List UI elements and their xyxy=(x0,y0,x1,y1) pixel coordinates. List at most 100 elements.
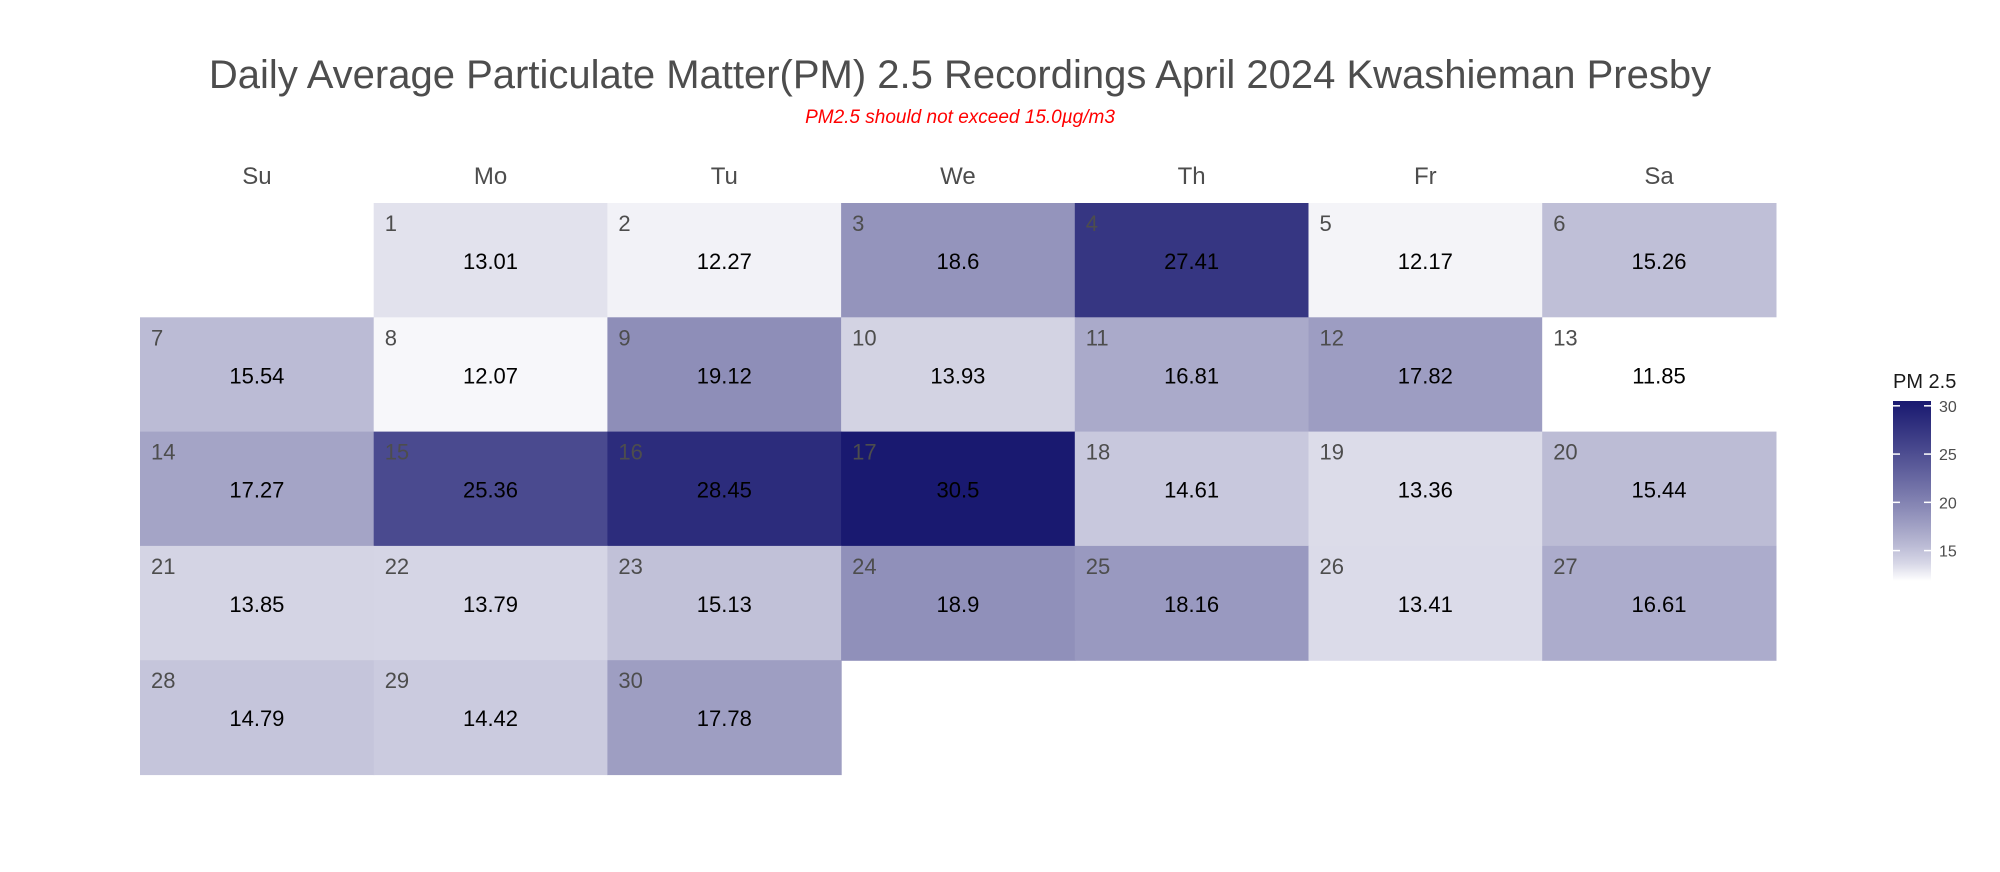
day-value: 13.93 xyxy=(930,363,985,388)
day-value: 12.17 xyxy=(1398,249,1453,274)
day-number: 15 xyxy=(385,440,409,465)
day-cell-fill xyxy=(841,317,1076,433)
day-cell: 30 17.78 xyxy=(607,660,842,776)
day-number: 13 xyxy=(1553,325,1577,350)
day-value: 16.81 xyxy=(1164,363,1219,388)
day-value: 28.45 xyxy=(697,478,752,503)
day-cell: 23 15.13 xyxy=(607,545,842,661)
day-cell: 20 15.44 xyxy=(1542,431,1777,547)
day-cell-fill xyxy=(607,545,842,661)
day-cell: 24 18.9 xyxy=(841,545,1076,661)
day-cell-fill xyxy=(140,545,375,661)
day-value: 15.44 xyxy=(1631,478,1686,503)
day-number: 24 xyxy=(852,554,876,579)
day-cell: 13 11.85 xyxy=(1542,317,1777,433)
calendar-grid: 113.01212.27318.6427.41512.17615.26715.5… xyxy=(140,203,1777,776)
day-cell: 427.41 xyxy=(1074,203,1310,318)
day-number: 25 xyxy=(1086,554,1110,579)
day-value: 17.27 xyxy=(229,478,284,503)
legend-color-bar xyxy=(1893,401,1931,581)
day-cell-fill xyxy=(607,317,842,433)
day-number: 2 xyxy=(618,211,630,236)
weekday-label-th: Th xyxy=(1178,163,1206,190)
chart-title: Daily Average Particulate Matter(PM) 2.5… xyxy=(209,53,1711,97)
day-value: 13.36 xyxy=(1398,478,1453,503)
day-number: 14 xyxy=(151,440,175,465)
day-cell-fill xyxy=(841,545,1076,661)
day-cell: 615.26 xyxy=(1542,203,1777,318)
day-cell: 512.17 xyxy=(1308,203,1543,318)
day-cell: 919.12 xyxy=(607,317,842,433)
day-cell-fill xyxy=(607,660,842,776)
day-value: 14.61 xyxy=(1164,478,1219,503)
weekday-label-su: Su xyxy=(242,163,271,190)
day-number: 10 xyxy=(852,325,876,350)
day-cell: 21 13.85 xyxy=(140,545,375,661)
day-number: 3 xyxy=(852,211,864,236)
day-value: 13.79 xyxy=(463,592,518,617)
day-value: 19.12 xyxy=(697,363,752,388)
legend-tick-label: 15 xyxy=(1939,544,1957,561)
weekday-label-fr: Fr xyxy=(1414,163,1437,190)
day-cell: 17 30.5 xyxy=(841,431,1076,547)
day-cell: 113.01 xyxy=(373,203,608,318)
day-cell-fill xyxy=(1542,317,1777,433)
day-number: 9 xyxy=(618,325,630,350)
day-number: 29 xyxy=(385,668,409,693)
day-number: 8 xyxy=(385,325,397,350)
day-number: 1 xyxy=(385,211,397,236)
day-number: 30 xyxy=(618,668,642,693)
day-cell-fill xyxy=(1074,545,1310,661)
day-cell-fill xyxy=(1308,431,1543,547)
day-cell: 18 14.61 xyxy=(1074,431,1310,547)
day-value: 17.78 xyxy=(697,706,752,731)
day-cell-fill xyxy=(140,317,375,433)
day-value: 18.6 xyxy=(936,249,979,274)
day-value: 17.82 xyxy=(1398,363,1453,388)
day-value: 12.07 xyxy=(463,363,518,388)
day-cell-fill xyxy=(373,660,608,776)
weekday-header-row: Su Mo Tu We Th Fr Sa xyxy=(242,163,1674,190)
day-number: 21 xyxy=(151,554,175,579)
day-cell: 19 13.36 xyxy=(1308,431,1543,547)
day-number: 6 xyxy=(1553,211,1565,236)
day-number: 26 xyxy=(1320,554,1344,579)
day-value: 13.85 xyxy=(229,592,284,617)
day-cell-fill xyxy=(140,431,375,547)
day-cell-fill xyxy=(1308,203,1543,318)
day-number: 20 xyxy=(1553,440,1577,465)
day-cell-fill xyxy=(607,203,842,318)
day-value: 18.9 xyxy=(936,592,979,617)
day-number: 27 xyxy=(1553,554,1577,579)
day-cell-fill xyxy=(140,660,375,776)
day-cell-fill xyxy=(1074,203,1310,318)
day-cell: 12 17.82 xyxy=(1308,317,1543,433)
day-value: 18.16 xyxy=(1164,592,1219,617)
day-number: 16 xyxy=(618,440,642,465)
day-number: 19 xyxy=(1320,440,1344,465)
day-cell: 22 13.79 xyxy=(373,545,608,661)
day-number: 23 xyxy=(618,554,642,579)
day-cell-fill xyxy=(1308,545,1543,661)
day-value: 27.41 xyxy=(1164,249,1219,274)
day-cell: 212.27 xyxy=(607,203,842,318)
day-cell: 318.6 xyxy=(841,203,1076,318)
weekday-label-we: We xyxy=(940,163,976,190)
day-cell-fill xyxy=(841,431,1076,547)
day-number: 22 xyxy=(385,554,409,579)
day-cell: 28 14.79 xyxy=(140,660,375,776)
day-number: 28 xyxy=(151,668,175,693)
day-cell: 10 13.93 xyxy=(841,317,1076,433)
day-cell-fill xyxy=(841,203,1076,318)
day-number: 18 xyxy=(1086,440,1110,465)
day-cell-fill xyxy=(1074,317,1310,433)
legend-tick-label: 25 xyxy=(1939,447,1957,464)
day-cell-fill xyxy=(373,431,608,547)
day-value: 25.36 xyxy=(463,478,518,503)
day-value: 12.27 xyxy=(697,249,752,274)
day-cell-fill xyxy=(373,203,608,318)
legend-tick-label: 20 xyxy=(1939,495,1957,512)
day-cell-fill xyxy=(1542,545,1777,661)
day-cell: 25 18.16 xyxy=(1074,545,1310,661)
